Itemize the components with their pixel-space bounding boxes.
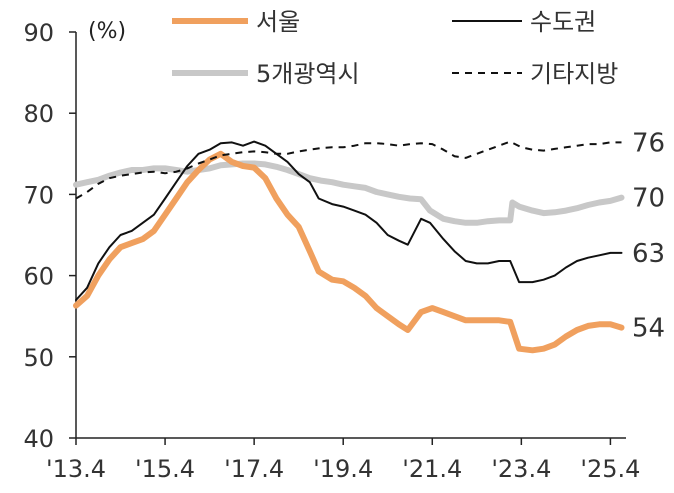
y-tick-label: 90 xyxy=(23,19,54,47)
x-tick-label: '17.4 xyxy=(224,455,284,483)
series-line-3 xyxy=(73,160,625,226)
x-tick-label: '15.4 xyxy=(135,455,195,483)
x-tick-label: '23.4 xyxy=(491,455,551,483)
series-layer xyxy=(73,140,625,354)
end-value-label-3: 70 xyxy=(632,184,665,214)
x-axis: '13.4 '15.4 '17.4 '19.4 '21.4 '23.4 '25.4 xyxy=(46,437,640,483)
y-tick-label: 60 xyxy=(23,263,54,291)
series-line-1 xyxy=(73,150,625,354)
legend-label-3: 5개광역시 xyxy=(256,60,360,88)
series-line-4 xyxy=(75,140,622,200)
end-value-label-2: 63 xyxy=(632,239,665,269)
y-tick-label: 80 xyxy=(23,100,54,128)
y-tick-label: 40 xyxy=(23,425,54,453)
x-tick-label: '13.4 xyxy=(46,455,106,483)
x-tick-label: '25.4 xyxy=(580,455,640,483)
legend-label-2: 수도권 xyxy=(530,8,596,36)
series-line-2 xyxy=(75,140,623,301)
legend-label-4: 기타지방 xyxy=(530,60,618,88)
y-axis: 40 50 60 70 80 90 xyxy=(23,19,77,453)
x-tick-label: '19.4 xyxy=(313,455,373,483)
y-unit-label: (%) xyxy=(88,19,126,44)
legend: 서울 수도권 5개광역시 기타지방 xyxy=(172,8,618,88)
end-value-label-4: 76 xyxy=(632,128,665,158)
end-value-label-1: 54 xyxy=(632,314,665,344)
end-labels: 54 63 70 76 xyxy=(632,128,665,343)
legend-label-1: 서울 xyxy=(256,8,300,36)
y-tick-label: 70 xyxy=(23,181,54,209)
x-tick-label: '21.4 xyxy=(402,455,462,483)
y-tick-label: 50 xyxy=(23,344,54,372)
